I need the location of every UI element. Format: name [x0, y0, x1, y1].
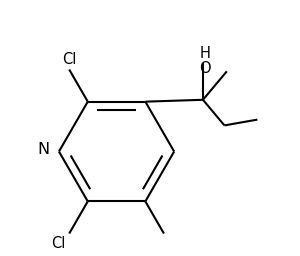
Text: Cl: Cl: [62, 51, 76, 67]
Text: H: H: [200, 46, 210, 61]
Text: O: O: [199, 61, 211, 76]
Text: Cl: Cl: [51, 236, 65, 251]
Text: N: N: [38, 142, 50, 157]
